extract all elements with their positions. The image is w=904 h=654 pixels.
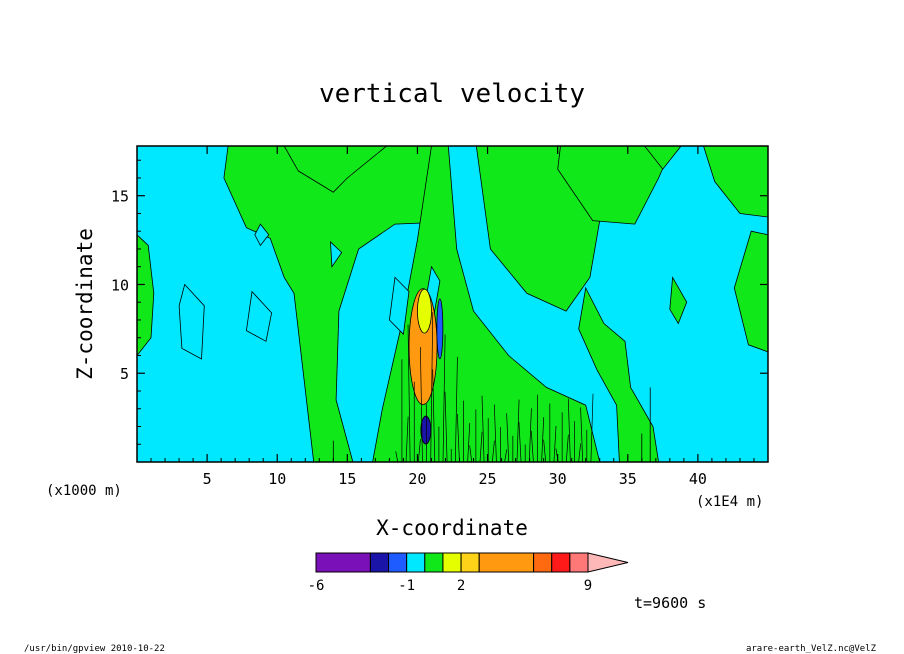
wave-contour-18: [469, 445, 473, 462]
contour-region-7: [578, 286, 660, 462]
colorbar-segment-7: [478, 552, 535, 573]
colorbar-label-2: 2: [457, 578, 465, 594]
wave-contour-9: [432, 369, 436, 462]
chart-title: vertical velocity: [319, 79, 585, 109]
colorbar-segment-4: [424, 552, 444, 573]
footer-right: arare-earth_VelZ.nc@VelZ: [746, 644, 877, 654]
contour-region-6: [703, 146, 768, 218]
x-tick-label-3: 20: [408, 470, 426, 488]
colorbar-arrow: [587, 552, 629, 573]
y-tick-label-0: 5: [120, 365, 129, 383]
wave-contour-3: [407, 324, 411, 462]
wave-contour-44: [578, 443, 582, 462]
wave-contour-12: [444, 391, 448, 462]
wave-contour-0: [395, 451, 399, 462]
x-tick-label-7: 40: [689, 470, 707, 488]
x-tick-label-4: 25: [479, 470, 497, 488]
wave-contour-17: [467, 423, 471, 462]
x-tick-label-2: 15: [338, 470, 356, 488]
x-unit-left: (x1000 m): [46, 483, 122, 499]
x-axis-ticks: 5 10 15 20 25 30 35 40: [150, 146, 755, 488]
footer-left: /usr/bin/gpview 2010-10-22: [24, 644, 165, 654]
contour-region-2: [283, 146, 388, 193]
wave-contour-38: [553, 425, 557, 462]
wave-contour-26: [504, 449, 508, 462]
x-axis-label: X-coordinate: [376, 516, 528, 540]
colorbar-label-1: -1: [398, 578, 415, 594]
wave-contour-2: [405, 416, 409, 462]
colorbar-segment-9: [551, 552, 571, 573]
contour-region-10: [644, 146, 682, 170]
wave-contour-33: [530, 430, 534, 462]
x-tick-label-1: 10: [268, 470, 286, 488]
colorbar-segment-0: [315, 552, 371, 573]
colorbar-segment-5: [442, 552, 462, 573]
contour-region-0: [137, 234, 155, 357]
wave-contour-36: [543, 439, 547, 462]
contour-hole-4: [254, 223, 270, 247]
colorbar-tick-labels: -6 -1 2 9: [308, 578, 593, 594]
wave-contour-14: [454, 356, 458, 462]
colorbar-segment-8: [533, 552, 553, 573]
contour-hole-2: [388, 276, 410, 336]
x-tick-label-6: 35: [619, 470, 637, 488]
wave-contour-30: [518, 422, 522, 462]
wave-contour-24: [493, 404, 497, 462]
colorbar-segment-2: [388, 552, 408, 573]
contour-hole-5: [330, 240, 343, 268]
wave-contour-47: [590, 393, 594, 462]
wave-contour-27: [506, 413, 510, 462]
updraft-peak: [417, 288, 432, 334]
contour-region-5: [557, 146, 674, 225]
wave-contour-29: [516, 399, 520, 462]
contour-region-9: [669, 276, 688, 325]
wave-contour-32: [528, 408, 532, 462]
x-unit-right: (x1E4 m): [696, 494, 763, 510]
colorbar-label-3: 9: [584, 578, 592, 594]
y-tick-label-2: 15: [111, 188, 129, 206]
y-axis-ticks: 5 10 15: [111, 159, 768, 445]
time-annotation: t=9600 s: [634, 594, 706, 612]
wave-contour-20: [479, 431, 483, 462]
plot-frame: [136, 145, 769, 463]
colorbar-segment-6: [460, 552, 480, 573]
contour-hole-1: [245, 290, 273, 342]
colorbar: [315, 552, 629, 573]
wave-contour-8: [430, 312, 434, 462]
wave-contour-35: [541, 417, 545, 462]
wave-contour-5: [418, 438, 421, 462]
wave-contour-45: [580, 407, 584, 462]
wave-contour-11: [442, 334, 446, 462]
wave-contour-23: [491, 440, 495, 462]
contour-hole-0: [178, 283, 205, 360]
colorbar-label-0: -6: [308, 578, 325, 594]
y-tick-label-1: 10: [111, 276, 129, 294]
y-axis-label: Z-coordinate: [73, 228, 97, 380]
x-tick-label-0: 5: [203, 470, 212, 488]
wave-contour-6: [420, 346, 423, 462]
x-tick-label-5: 30: [549, 470, 567, 488]
plot-area: 5 10 15 20 25 30 35 40 5 10 15: [111, 145, 769, 488]
colorbar-segment-1: [369, 552, 390, 573]
field-contours: [137, 146, 768, 462]
field-regions: [137, 146, 768, 462]
colorbar-segment-3: [406, 552, 426, 573]
wave-contour-15: [456, 414, 460, 462]
contour-region-8: [733, 230, 768, 353]
colorbar-segment-10: [569, 552, 589, 573]
wave-contour-21: [481, 395, 485, 462]
downdraft-band: [436, 298, 444, 360]
wave-contour-41: [565, 434, 569, 462]
wave-contour-42: [567, 398, 571, 462]
